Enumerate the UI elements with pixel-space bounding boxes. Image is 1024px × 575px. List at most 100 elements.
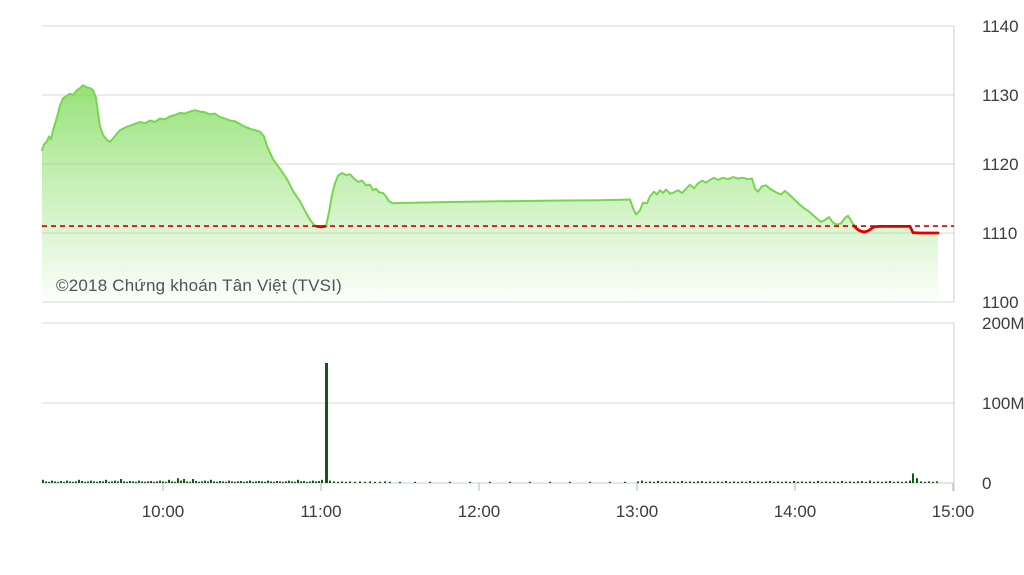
volume-bar [916,478,918,483]
volume-bar [379,481,381,483]
volume-bar [797,481,799,483]
volume-bar [345,481,347,483]
volume-bar [321,479,323,483]
volume-bar [905,481,907,483]
volume-bar [689,481,691,483]
volume-bar [624,481,626,483]
volume-bar [849,481,851,483]
volume-bar [924,481,926,483]
volume-bar [841,481,843,483]
volume-bar [912,473,914,483]
volume-bar [753,481,755,483]
volume-bar [785,481,787,483]
volume-bar [325,363,328,483]
volume-bar [51,480,53,483]
volume-bar [237,481,239,483]
volume-bar [489,481,491,483]
volume-bar [873,481,875,483]
volume-bar [192,479,194,483]
volume-bar [341,481,343,483]
volume-bar [869,480,871,483]
volume-bar [653,481,655,483]
volume-bar [649,481,651,483]
volume-bar [69,481,71,483]
volume-bar [897,481,899,483]
volume-bar [829,481,831,483]
volume-bar [270,481,272,483]
volume-bar [129,481,131,483]
price-axis-label-1100: 1100 [982,293,1019,312]
volume-bar [697,481,699,483]
volume-bar [63,481,65,483]
volume-pane: 200M 100M 0 [42,314,1024,493]
price-pane: 1140 1130 1120 1110 1100 [41,17,1019,312]
volume-bar [261,481,263,483]
volume-bar [282,481,284,483]
volume-bar [102,481,104,483]
price-line-above-ref-0 [41,84,318,228]
price-area-fill [42,85,938,302]
price-plot-area[interactable] [42,26,954,302]
price-axis-label-1110: 1110 [982,224,1017,243]
volume-plot-area[interactable] [42,323,954,483]
volume-bar [337,481,339,483]
volume-bar [333,481,335,483]
volume-bar [243,481,245,483]
volume-bar [84,481,86,483]
volume-bar [769,481,771,483]
volume-bar [81,481,83,483]
volume-bar [773,481,775,483]
volume-bar [374,481,376,483]
price-axis-label-1130: 1130 [982,86,1019,105]
volume-bar [159,480,161,483]
volume-bar [312,480,314,483]
volume-bar [637,481,639,483]
volume-bar [216,481,218,483]
volume-bar [821,481,823,483]
volume-bar [369,481,371,483]
volume-bar [669,481,671,483]
x-tick-label-15:00: 15:00 [932,502,975,521]
volume-bar [288,480,290,483]
volume-bar [153,481,155,483]
volume-bar [204,480,206,483]
x-tick-label-14:00: 14:00 [774,502,817,521]
volume-bar [569,481,571,483]
volume-bar [96,481,98,483]
volume-bar [705,481,707,483]
volume-bar [665,481,667,483]
volume-bar [276,481,278,483]
volume-bar [240,481,242,483]
volume-bar [793,481,795,483]
volume-bar [78,479,80,483]
volume-bar [90,480,92,483]
volume-bar [661,481,663,483]
volume-bar [837,481,839,483]
volume-bar [228,480,230,483]
volume-bar [207,481,209,483]
volume-bar [757,481,759,483]
volume-bar [805,481,807,483]
volume-bar [318,481,320,483]
volume-bar [809,481,811,483]
volume-bar [171,481,173,483]
volume-bar [231,481,233,483]
volume-axis-label-0: 0 [982,474,991,493]
volume-bar [198,481,200,483]
volume-bar [273,481,275,483]
volume-bar [920,481,922,483]
volume-bar [300,481,302,483]
volume-bar [93,481,95,483]
volume-bar [150,481,152,483]
price-axis-label-1120: 1120 [982,155,1019,174]
volume-bar [529,481,531,483]
volume-bar [741,481,743,483]
volume-bar [749,481,751,483]
volume-bar [156,481,158,483]
volume-bar [685,481,687,483]
volume-bar [733,481,735,483]
volume-bar [865,481,867,483]
volume-bar [721,481,723,483]
